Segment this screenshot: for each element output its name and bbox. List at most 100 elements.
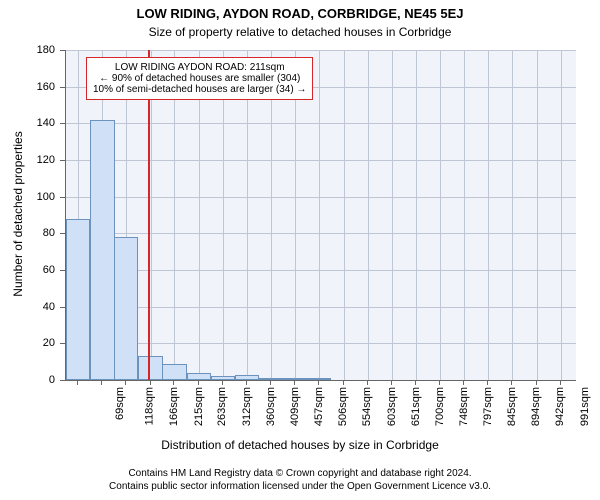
y-tick-mark xyxy=(60,87,65,88)
y-tick-mark xyxy=(60,270,65,271)
x-tick-label: 166sqm xyxy=(168,387,180,426)
y-axis-label: Number of detached properties xyxy=(11,49,25,379)
x-tick-label: 506sqm xyxy=(338,387,350,426)
x-tick-mark xyxy=(318,380,319,385)
x-tick-label: 554sqm xyxy=(361,387,373,426)
grid-v xyxy=(440,50,441,380)
x-tick-mark xyxy=(246,380,247,385)
x-tick-mark xyxy=(511,380,512,385)
x-tick-mark xyxy=(173,380,174,385)
y-tick-label: 180 xyxy=(0,44,55,56)
grid-v xyxy=(537,50,538,380)
histogram-bar xyxy=(114,237,138,380)
histogram-bar xyxy=(307,378,331,380)
histogram-bar xyxy=(138,356,162,380)
grid-h xyxy=(66,270,576,271)
histogram-bar xyxy=(211,376,235,380)
x-tick-label: 991sqm xyxy=(579,387,591,426)
x-tick-mark xyxy=(536,380,537,385)
y-tick-label: 140 xyxy=(0,117,55,129)
grid-h xyxy=(66,50,576,51)
grid-v xyxy=(416,50,417,380)
annotation-line: LOW RIDING AYDON ROAD: 211sqm xyxy=(93,62,306,73)
grid-v xyxy=(512,50,513,380)
x-tick-mark xyxy=(439,380,440,385)
y-tick-mark xyxy=(60,50,65,51)
footer-attribution: Contains HM Land Registry data © Crown c… xyxy=(0,468,600,493)
x-axis-label: Distribution of detached houses by size … xyxy=(0,438,600,452)
grid-v xyxy=(392,50,393,380)
x-tick-mark xyxy=(125,380,126,385)
y-tick-mark xyxy=(60,380,65,381)
y-tick-mark xyxy=(60,233,65,234)
grid-v xyxy=(464,50,465,380)
y-tick-mark xyxy=(60,123,65,124)
x-tick-mark xyxy=(367,380,368,385)
x-tick-label: 748sqm xyxy=(458,387,470,426)
y-tick-label: 20 xyxy=(0,337,55,349)
x-tick-label: 457sqm xyxy=(313,387,325,426)
x-tick-mark xyxy=(222,380,223,385)
histogram-bar xyxy=(66,219,90,380)
x-tick-mark xyxy=(198,380,199,385)
grid-v xyxy=(319,50,320,380)
x-tick-label: 118sqm xyxy=(144,387,156,425)
y-tick-mark xyxy=(60,307,65,308)
y-tick-mark xyxy=(60,160,65,161)
x-tick-label: 700sqm xyxy=(434,387,446,426)
footer-line: Contains HM Land Registry data © Crown c… xyxy=(0,468,600,481)
grid-v xyxy=(368,50,369,380)
grid-h xyxy=(66,343,576,344)
grid-h xyxy=(66,160,576,161)
histogram-bar xyxy=(235,375,259,381)
histogram-bar xyxy=(187,373,211,380)
y-tick-mark xyxy=(60,197,65,198)
y-tick-label: 60 xyxy=(0,264,55,276)
x-tick-label: 894sqm xyxy=(531,387,543,426)
x-tick-label: 69sqm xyxy=(114,387,126,420)
footer-line: Contains public sector information licen… xyxy=(0,481,600,494)
annotation-line: ← 90% of detached houses are smaller (30… xyxy=(93,73,306,84)
y-tick-mark xyxy=(60,343,65,344)
x-tick-label: 360sqm xyxy=(265,387,277,426)
chart-title: LOW RIDING, AYDON ROAD, CORBRIDGE, NE45 … xyxy=(0,6,600,21)
y-tick-label: 160 xyxy=(0,81,55,93)
y-tick-label: 80 xyxy=(0,227,55,239)
grid-h xyxy=(66,197,576,198)
x-tick-mark xyxy=(463,380,464,385)
grid-h xyxy=(66,307,576,308)
x-tick-label: 942sqm xyxy=(554,387,566,426)
y-tick-label: 0 xyxy=(0,374,55,386)
grid-v xyxy=(561,50,562,380)
x-tick-label: 797sqm xyxy=(482,387,494,426)
x-tick-mark xyxy=(77,380,78,385)
x-tick-label: 603sqm xyxy=(386,387,398,426)
grid-h xyxy=(66,123,576,124)
y-tick-label: 100 xyxy=(0,191,55,203)
x-tick-mark xyxy=(101,380,102,385)
annotation-box: LOW RIDING AYDON ROAD: 211sqm← 90% of de… xyxy=(86,57,313,100)
x-tick-label: 845sqm xyxy=(506,387,518,426)
x-tick-mark xyxy=(391,380,392,385)
x-tick-label: 651sqm xyxy=(410,387,422,426)
x-tick-mark xyxy=(560,380,561,385)
x-tick-mark xyxy=(294,380,295,385)
annotation-line: 10% of semi-detached houses are larger (… xyxy=(93,84,306,95)
histogram-bar xyxy=(162,364,186,381)
plot-area: LOW RIDING AYDON ROAD: 211sqm← 90% of de… xyxy=(65,50,576,381)
y-tick-label: 120 xyxy=(0,154,55,166)
x-tick-label: 312sqm xyxy=(241,387,253,426)
y-tick-label: 40 xyxy=(0,301,55,313)
grid-v xyxy=(344,50,345,380)
x-tick-mark xyxy=(487,380,488,385)
chart-subtitle: Size of property relative to detached ho… xyxy=(0,25,600,39)
grid-h xyxy=(66,233,576,234)
x-tick-label: 215sqm xyxy=(193,387,205,426)
x-tick-mark xyxy=(415,380,416,385)
histogram-bar xyxy=(259,378,283,380)
x-tick-label: 409sqm xyxy=(289,387,301,426)
x-tick-mark xyxy=(343,380,344,385)
histogram-bar xyxy=(90,120,114,380)
x-tick-mark xyxy=(150,380,151,385)
grid-v xyxy=(488,50,489,380)
